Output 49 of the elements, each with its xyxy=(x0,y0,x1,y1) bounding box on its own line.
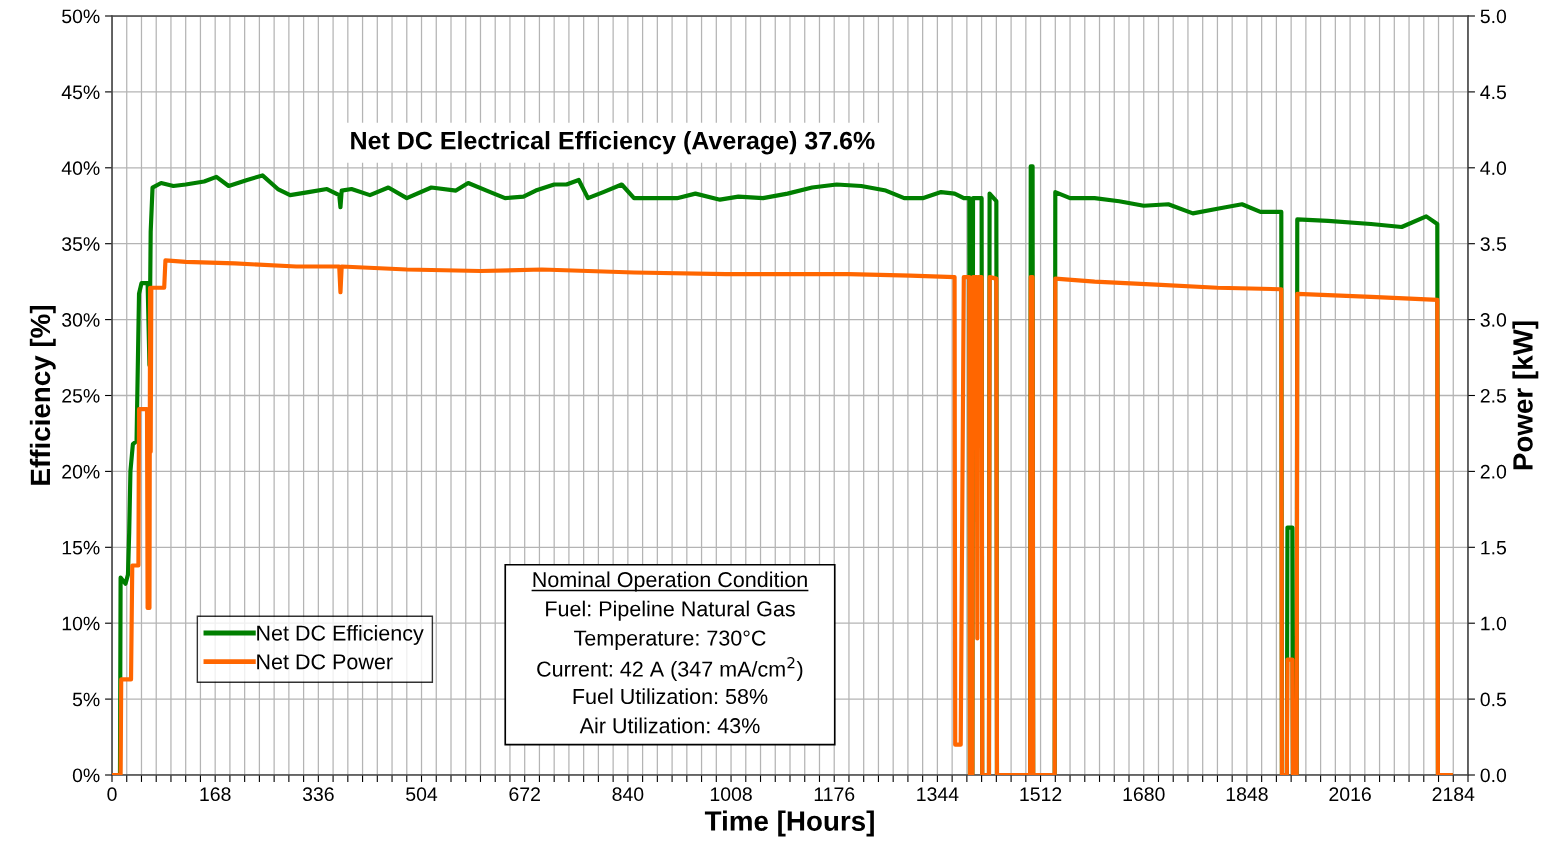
y-tick-label: 50% xyxy=(62,9,100,24)
y-tick-label: 10% xyxy=(62,616,100,631)
annotation: Fuel: Pipeline Natural Gas xyxy=(546,600,795,621)
x-tick-label: 168 xyxy=(200,787,231,802)
x-tick-label: 2184 xyxy=(1432,787,1475,802)
y-tick-label: 40% xyxy=(61,161,100,176)
y-tick-label: 0% xyxy=(72,768,100,783)
annotation: Current: 42 A (347 mA/cm$^{2}$) xyxy=(537,657,803,681)
y-tick-label: 15% xyxy=(62,540,100,555)
x-tick-label: 1848 xyxy=(1226,787,1268,802)
y2-tick-label: 1.0 xyxy=(1481,616,1507,631)
x-tick-label: 2016 xyxy=(1329,787,1371,802)
x-tick-label: 1176 xyxy=(814,787,855,802)
y2-tick-label: 2.0 xyxy=(1480,464,1507,479)
y2-axis-title: Power [kW] xyxy=(1512,321,1539,470)
x-tick-label: 840 xyxy=(612,787,644,802)
y-tick-label: 25% xyxy=(62,388,100,403)
x-tick-label: 1344 xyxy=(917,787,959,802)
x-tick-label: 1008 xyxy=(710,787,752,802)
y2-tick-label: 0.0 xyxy=(1480,768,1507,783)
x-tick-label: 504 xyxy=(406,787,438,802)
y2-tick-label: 0.5 xyxy=(1480,692,1507,707)
annotation: Net DC Electrical Efficiency (Average) 37.6% xyxy=(351,131,875,155)
x-tick-label: 1512 xyxy=(1020,787,1062,802)
y-axis-title: Efficiency [%] xyxy=(29,305,56,485)
y2-tick-label: 3.5 xyxy=(1480,237,1507,251)
y2-tick-label: 5.0 xyxy=(1480,9,1507,24)
x-axis-title: Time [Hours] xyxy=(704,810,874,837)
y-tick-label: 30% xyxy=(62,313,100,327)
x-tick-label: 336 xyxy=(302,787,334,802)
legend-label: Net DC Power xyxy=(257,654,393,670)
y2-tick-label: 4.5 xyxy=(1480,85,1507,100)
annotation: Air Utilization: 43% xyxy=(579,717,760,734)
annotation: Temperature: 730°C xyxy=(574,630,766,650)
y2-tick-label: 1.5 xyxy=(1481,540,1507,555)
annotation: Nominal Operation Condition xyxy=(533,571,807,592)
legend-label: Net DC Efficiency xyxy=(257,624,424,645)
y2-tick-label: 4.0 xyxy=(1480,161,1507,176)
x-tick-label: 672 xyxy=(509,787,540,802)
x-tick-label: 0 xyxy=(107,787,117,802)
line-series xyxy=(112,258,1453,775)
y-tick-label: 35% xyxy=(62,237,100,251)
annotation: Fuel Utilization: 58% xyxy=(573,688,768,705)
y-tick-label: 5% xyxy=(72,692,100,707)
y-tick-label: 20% xyxy=(62,464,100,479)
y-tick-label: 45% xyxy=(61,85,100,100)
y2-tick-label: 2.5 xyxy=(1480,388,1507,403)
y2-tick-label: 3.0 xyxy=(1480,313,1507,327)
x-tick-label: 1680 xyxy=(1123,787,1165,802)
